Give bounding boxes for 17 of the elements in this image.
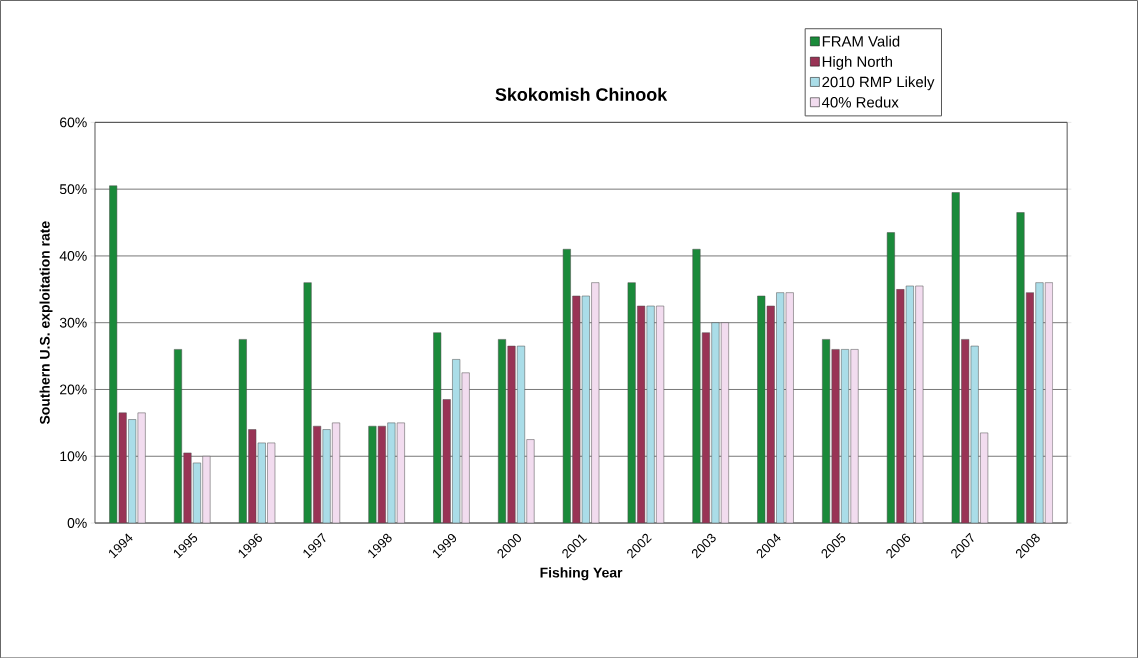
y-tick-label: 10% [60, 451, 87, 461]
bar [507, 345, 516, 523]
legend-label: High North [822, 55, 893, 70]
y-tick-label: 50% [59, 184, 87, 194]
x-axis-title: Fishing Year [540, 567, 623, 581]
legend-label: 2010 RMP Likely [822, 76, 935, 90]
bar [831, 348, 840, 523]
legend-label: FRAM Valid [822, 35, 900, 47]
chart-title: Skokomish Chinook [495, 87, 668, 101]
legend-label: 40% Redux [821, 96, 899, 108]
y-tick-label: 40% [59, 250, 87, 261]
y-tick-label: 30% [59, 317, 87, 328]
y-tick-label: 0% [67, 517, 87, 528]
bar [183, 452, 192, 523]
y-tick-label: 60% [60, 117, 87, 128]
y-axis-title: Southern U.S. exploitation rate [39, 221, 53, 424]
y-tick-label: 20% [60, 384, 87, 395]
